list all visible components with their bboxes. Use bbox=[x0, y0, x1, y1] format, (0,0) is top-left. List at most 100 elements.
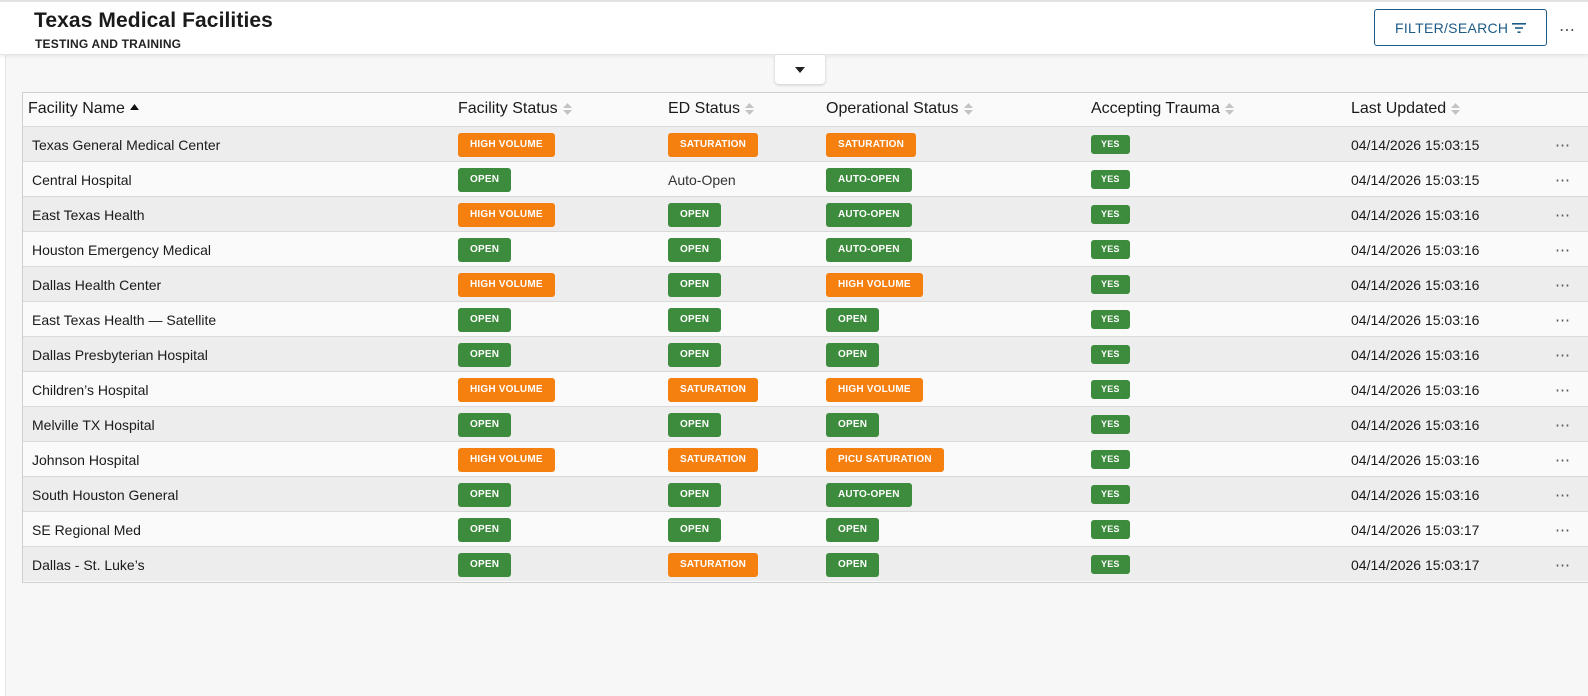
operational-status-cell: AUTO-OPEN bbox=[826, 162, 912, 197]
facility-name-cell: Dallas Health Center bbox=[32, 267, 161, 302]
table-row[interactable]: SE Regional Med OPEN OPEN OPEN YES 04/14/2026… bbox=[23, 511, 1588, 546]
table-row[interactable]: Johnson Hospital HIGH VOLUME SATURATION PIC… bbox=[23, 441, 1588, 476]
facility-status-cell: OPEN bbox=[458, 337, 512, 372]
row-more-icon[interactable]: ⋯ bbox=[1555, 136, 1571, 154]
last-updated-cell: 04/14/2026 15:03:16 bbox=[1351, 337, 1479, 372]
column-header-facility-status[interactable]: Facility Status bbox=[458, 100, 572, 118]
facility-name: Dallas - St. Luke’s bbox=[32, 556, 145, 573]
row-more-icon[interactable]: ⋯ bbox=[1555, 556, 1571, 574]
status-badge: OPEN bbox=[826, 412, 880, 437]
status-badge: PICU SATURATION bbox=[826, 447, 944, 472]
column-header-accepting-trauma[interactable]: Accepting Trauma bbox=[1091, 100, 1234, 118]
status-badge: OPEN bbox=[826, 517, 880, 542]
filter-search-button[interactable]: FILTER/SEARCH bbox=[1374, 9, 1547, 46]
more-options-icon[interactable]: ⋯ bbox=[1559, 22, 1576, 39]
status-badge: SATURATION bbox=[668, 132, 759, 157]
facility-name-cell: South Houston General bbox=[32, 477, 178, 512]
table-row[interactable]: Dallas - St. Luke’s OPEN SATURATION OPEN YES… bbox=[23, 546, 1588, 581]
facility-name: Children’s Hospital bbox=[32, 381, 149, 398]
table-row[interactable]: East Texas Health HIGH VOLUME OPEN AUTO-OPE… bbox=[23, 196, 1588, 231]
sort-icon bbox=[562, 103, 572, 115]
status-badge: OPEN bbox=[668, 517, 722, 542]
table-row[interactable]: Melville TX Hospital OPEN OPEN OPEN YES 04/14… bbox=[23, 406, 1588, 441]
table-row[interactable]: Dallas Presbyterian Hospital OPEN OPEN OPEN… bbox=[23, 336, 1588, 371]
row-more-icon[interactable]: ⋯ bbox=[1555, 521, 1571, 539]
facility-name: Houston Emergency Medical bbox=[32, 241, 211, 258]
last-updated-timestamp: 04/14/2026 15:03:16 bbox=[1351, 276, 1480, 293]
table-row[interactable]: Children’s Hospital HIGH VOLUME SATURATION… bbox=[23, 371, 1588, 406]
operational-status-cell: HIGH VOLUME bbox=[826, 372, 923, 407]
trauma-badge: YES bbox=[1091, 275, 1130, 294]
status-badge: SATURATION bbox=[668, 552, 759, 577]
last-updated-timestamp: 04/14/2026 15:03:16 bbox=[1351, 451, 1480, 468]
last-updated-cell: 04/14/2026 15:03:15 bbox=[1351, 127, 1479, 162]
last-updated-timestamp: 04/14/2026 15:03:17 bbox=[1351, 521, 1480, 538]
row-more-icon[interactable]: ⋯ bbox=[1555, 416, 1571, 434]
trauma-badge: YES bbox=[1091, 310, 1130, 329]
accepting-trauma-cell: YES bbox=[1091, 197, 1130, 232]
operational-status-cell: AUTO-OPEN bbox=[826, 197, 912, 232]
facility-status-cell: OPEN bbox=[458, 232, 512, 267]
page-subtitle: TESTING AND TRAINING bbox=[35, 37, 182, 51]
column-header-facility-name[interactable]: Facility Name bbox=[28, 100, 139, 118]
table-row[interactable]: East Texas Health — Satellite OPEN OPEN OPE… bbox=[23, 301, 1588, 336]
last-updated-timestamp: 04/14/2026 15:03:16 bbox=[1351, 486, 1480, 503]
row-more-icon[interactable]: ⋯ bbox=[1555, 276, 1571, 294]
row-more-icon[interactable]: ⋯ bbox=[1555, 311, 1571, 329]
facility-name: Dallas Health Center bbox=[32, 276, 162, 293]
operational-status-cell: OPEN bbox=[826, 407, 880, 442]
column-header-operational-status[interactable]: Operational Status bbox=[826, 100, 973, 118]
last-updated-cell: 04/14/2026 15:03:16 bbox=[1351, 302, 1479, 337]
facility-name-cell: East Texas Health bbox=[32, 197, 145, 232]
status-badge: SATURATION bbox=[826, 132, 917, 157]
last-updated-cell: 04/14/2026 15:03:16 bbox=[1351, 232, 1479, 267]
sort-icon bbox=[1451, 103, 1461, 115]
row-more-icon[interactable]: ⋯ bbox=[1555, 381, 1571, 399]
ed-status-cell: OPEN bbox=[668, 337, 722, 372]
facility-status-cell: HIGH VOLUME bbox=[458, 127, 555, 162]
column-header-last-updated[interactable]: Last Updated bbox=[1351, 100, 1461, 118]
last-updated-timestamp: 04/14/2026 15:03:15 bbox=[1351, 171, 1480, 188]
last-updated-cell: 04/14/2026 15:03:16 bbox=[1351, 372, 1479, 407]
column-header-ed-status[interactable]: ED Status bbox=[668, 100, 755, 118]
row-more-icon[interactable]: ⋯ bbox=[1555, 346, 1571, 364]
ed-status-cell: OPEN bbox=[668, 197, 722, 232]
ed-status-cell: OPEN bbox=[668, 232, 722, 267]
table-row[interactable]: Texas General Medical Center HIGH VOLUME S… bbox=[23, 126, 1588, 161]
trauma-badge: YES bbox=[1091, 380, 1130, 399]
ed-status-cell: OPEN bbox=[668, 407, 722, 442]
last-updated-cell: 04/14/2026 15:03:17 bbox=[1351, 512, 1479, 547]
row-more-icon[interactable]: ⋯ bbox=[1555, 241, 1571, 259]
table-row[interactable]: Dallas Health Center HIGH VOLUME OPEN HIGH … bbox=[23, 266, 1588, 301]
last-updated-timestamp: 04/14/2026 15:03:16 bbox=[1351, 206, 1480, 223]
status-badge: AUTO-OPEN bbox=[826, 167, 912, 192]
row-more-icon[interactable]: ⋯ bbox=[1555, 451, 1571, 469]
column-label: Facility Name bbox=[28, 100, 125, 117]
status-badge: HIGH VOLUME bbox=[826, 377, 923, 402]
page-title: Texas Medical Facilities bbox=[34, 9, 273, 32]
facility-name: Dallas Presbyterian Hospital bbox=[32, 346, 208, 363]
status-badge: OPEN bbox=[458, 552, 512, 577]
facility-status-cell: HIGH VOLUME bbox=[458, 267, 555, 302]
table-row[interactable]: Houston Emergency Medical OPEN OPEN AUTO-OP… bbox=[23, 231, 1588, 266]
column-label: Operational Status bbox=[826, 100, 959, 117]
status-badge: HIGH VOLUME bbox=[458, 132, 555, 157]
status-text: Auto-Open bbox=[668, 171, 736, 188]
row-more-icon[interactable]: ⋯ bbox=[1555, 171, 1571, 189]
collapse-toggle[interactable] bbox=[775, 55, 825, 84]
last-updated-timestamp: 04/14/2026 15:03:17 bbox=[1351, 556, 1480, 573]
status-badge: HIGH VOLUME bbox=[458, 202, 555, 227]
filter-icon bbox=[1512, 23, 1526, 33]
accepting-trauma-cell: YES bbox=[1091, 512, 1130, 547]
facility-name-cell: Texas General Medical Center bbox=[32, 127, 220, 162]
facility-name-cell: SE Regional Med bbox=[32, 512, 141, 547]
operational-status-cell: OPEN bbox=[826, 547, 880, 582]
table-row[interactable]: Central Hospital OPEN Auto-Open AUTO-OPEN YE… bbox=[23, 161, 1588, 196]
row-more-icon[interactable]: ⋯ bbox=[1555, 206, 1571, 224]
status-badge: OPEN bbox=[826, 307, 880, 332]
status-badge: AUTO-OPEN bbox=[826, 482, 912, 507]
operational-status-cell: AUTO-OPEN bbox=[826, 232, 912, 267]
status-badge: OPEN bbox=[458, 517, 512, 542]
table-row[interactable]: South Houston General OPEN OPEN AUTO-OPEN YE… bbox=[23, 476, 1588, 511]
row-more-icon[interactable]: ⋯ bbox=[1555, 486, 1571, 504]
